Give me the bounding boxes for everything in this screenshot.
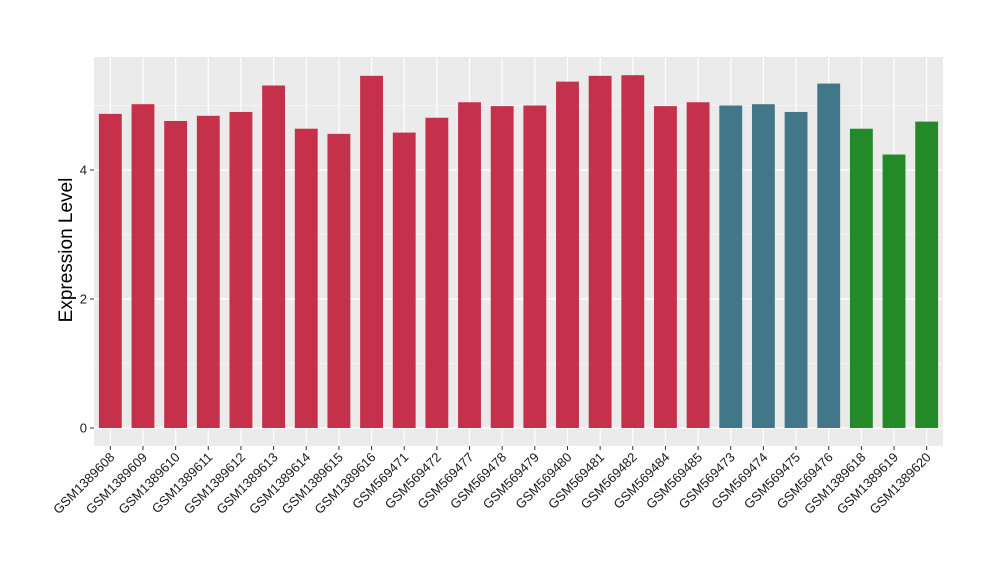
bar-GSM1389616 — [360, 75, 383, 428]
bars — [98, 75, 939, 429]
bar-GSM569484 — [654, 106, 677, 429]
y-axis-title: Expression Level — [56, 178, 77, 323]
bar-GSM569472 — [425, 117, 449, 428]
bar-GSM569478 — [490, 106, 514, 429]
y-tick-label: 0 — [80, 421, 87, 436]
bar-GSM569471 — [392, 132, 416, 428]
bar-GSM1389619 — [882, 154, 906, 428]
bar-GSM569475 — [784, 111, 808, 428]
y-axis: 0 2 4 — [80, 163, 94, 436]
y-tick-label: 4 — [80, 163, 87, 178]
bar-GSM1389613 — [262, 85, 286, 428]
bar-GSM1389615 — [327, 133, 351, 428]
bar-GSM1389608 — [98, 113, 122, 428]
bar-GSM1389620 — [915, 121, 939, 428]
bar-GSM1389614 — [294, 128, 318, 428]
bar-GSM1389618 — [849, 128, 873, 428]
bar-GSM569479 — [523, 105, 547, 428]
bar-GSM1389612 — [229, 111, 253, 428]
bar-GSM569474 — [751, 104, 775, 429]
bar-GSM569473 — [719, 105, 743, 428]
bar-GSM1389610 — [164, 120, 188, 428]
bar-GSM569476 — [817, 83, 841, 428]
bar-GSM1389611 — [196, 115, 220, 428]
bar-GSM569477 — [458, 102, 481, 429]
bar-GSM569482 — [621, 75, 645, 428]
bar-GSM569485 — [686, 102, 710, 429]
bar-GSM569480 — [556, 81, 579, 428]
y-tick-label: 2 — [80, 292, 87, 307]
bar-GSM569481 — [588, 75, 612, 428]
bar-GSM1389609 — [131, 104, 155, 429]
x-axis: GSM1389608GSM1389609GSM1389610GSM1389611… — [50, 446, 934, 517]
plot-panel — [94, 57, 943, 446]
